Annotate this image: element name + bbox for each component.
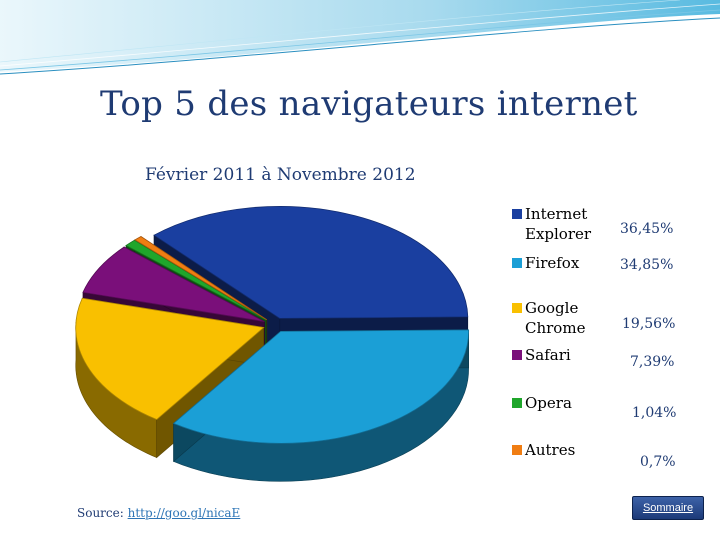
legend-percentage: 0,7% xyxy=(640,454,676,470)
legend-item: Google Chrome xyxy=(512,298,605,338)
pie-slice-autres xyxy=(134,236,267,321)
source-link[interactable]: http://goo.gl/nicaE xyxy=(127,506,241,520)
legend-item: Internet Explorer xyxy=(512,204,605,244)
legend-label: Autres xyxy=(525,441,576,459)
source-note: Source: http://goo.gl/nicaE xyxy=(77,506,240,520)
legend-swatch xyxy=(512,445,522,455)
legend-swatch xyxy=(512,209,522,219)
legend-swatch xyxy=(512,258,522,268)
legend-label: Safari xyxy=(525,346,571,364)
legend-item: Opera xyxy=(512,393,605,413)
pie-slice-internet-explorer xyxy=(153,206,469,319)
legend-percentage: 36,45% xyxy=(620,221,674,237)
pie-slice-google-chrome xyxy=(75,297,265,421)
legend-swatch xyxy=(512,303,522,313)
pie-slice-opera xyxy=(125,239,267,321)
legend-label: Firefox xyxy=(525,254,580,272)
pie-slice-firefox xyxy=(172,329,470,444)
legend-percentage: 7,39% xyxy=(630,354,675,370)
decorative-header-waves xyxy=(0,0,720,75)
chart-title: Top 5 des navigateurs internet xyxy=(100,84,638,124)
legend-percentage: 34,85% xyxy=(620,257,674,273)
legend-percentage: 19,56% xyxy=(622,316,676,332)
legend-item: Firefox xyxy=(512,253,605,273)
source-label: Source: xyxy=(77,506,124,520)
legend-percentage: 1,04% xyxy=(632,405,677,421)
pie-slice-safari xyxy=(82,246,265,322)
legend-swatch xyxy=(512,350,522,360)
legend-item: Safari xyxy=(512,345,605,365)
legend-label: Internet Explorer xyxy=(525,205,592,243)
legend-label: Google Chrome xyxy=(525,299,586,337)
chart-subtitle: Février 2011 à Novembre 2012 xyxy=(145,165,416,185)
legend-swatch xyxy=(512,398,522,408)
legend-item: Autres xyxy=(512,440,605,460)
sommaire-button[interactable]: Sommaire xyxy=(632,496,704,520)
legend-label: Opera xyxy=(525,394,572,412)
